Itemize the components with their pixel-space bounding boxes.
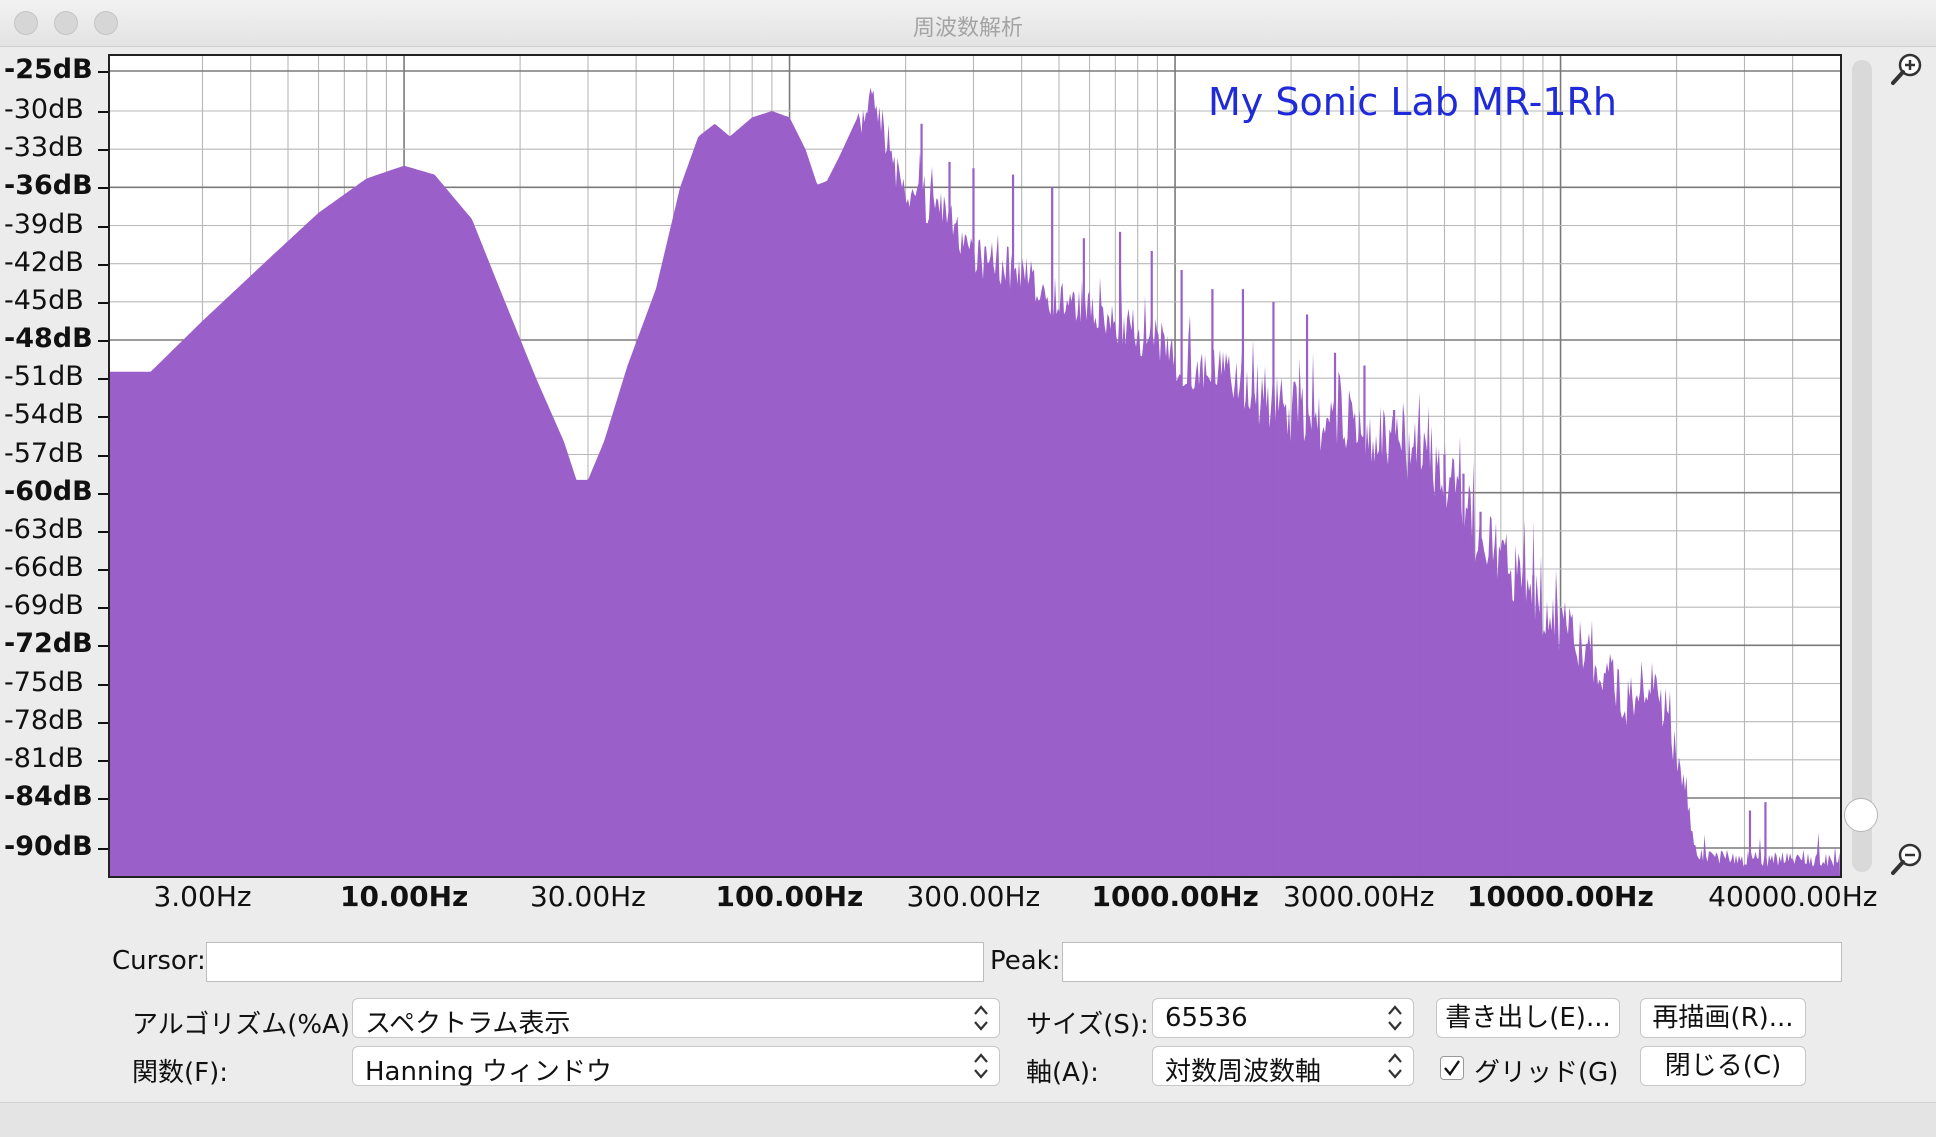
zoom-window-icon[interactable] [94,11,118,35]
window-title: 周波数解析 [912,16,1023,41]
x-tick-label: 100.00Hz [715,880,864,913]
size-value: 65536 [1165,1003,1248,1033]
x-tick-label: 3000.00Hz [1282,880,1435,913]
cursor-label: Cursor: [112,946,206,976]
size-select[interactable]: 65536 [1152,998,1414,1038]
title-bar: 周波数解析 [0,0,1936,47]
y-tick [98,645,108,648]
x-tick-label: 300.00Hz [906,880,1041,913]
spectrum-plot[interactable] [108,54,1842,878]
y-tick [98,416,108,419]
y-tick-label: -25dB [4,54,93,85]
plot-watermark: My Sonic Lab MR-1Rh [1208,80,1618,124]
y-tick-label: -75dB [4,666,84,698]
zoom-slider-thumb[interactable] [1844,798,1878,832]
y-tick [98,848,108,850]
y-tick-label: -84dB [4,781,93,812]
y-tick [98,607,108,610]
zoom-in-icon[interactable] [1890,52,1924,86]
y-tick [98,721,108,724]
spectrum-chart [110,56,1840,876]
peak-field[interactable] [1062,942,1842,982]
y-tick [98,378,108,381]
y-tick [98,340,108,342]
grid-checkbox[interactable] [1440,1056,1464,1080]
y-tick-label: -54dB [4,399,84,431]
size-label: サイズ(S): [1026,1010,1149,1040]
zoom-out-icon[interactable] [1890,842,1924,876]
grid-label[interactable]: グリッド(G) [1474,1058,1619,1088]
chevron-updown-icon [974,1053,988,1079]
y-tick-label: -51dB [4,361,84,393]
chevron-updown-icon [974,1005,988,1031]
y-tick-label: -78dB [4,704,84,736]
close-button[interactable]: 閉じる(C) [1640,1046,1806,1086]
y-tick-label: -42dB [4,246,84,278]
axis-value: 対数周波数軸 [1165,1057,1322,1087]
y-tick-label: -33dB [4,132,84,164]
y-tick [98,492,108,495]
algorithm-select[interactable]: スペクトラム表示 [352,998,1000,1039]
y-tick [98,759,108,762]
algorithm-value: スペクトラム表示 [365,1009,571,1039]
cursor-field[interactable] [206,942,984,982]
x-tick-label: 3.00Hz [153,880,252,913]
status-bar [0,1102,1936,1137]
y-tick [98,683,108,686]
algorithm-label: アルゴリズム(%A): [132,1010,359,1040]
y-tick-label: -45dB [4,284,84,316]
chevron-updown-icon [1388,1053,1402,1079]
x-tick-label: 10000.00Hz [1467,880,1654,913]
y-tick [98,454,108,457]
x-tick-label: 10.00Hz [340,880,469,913]
y-tick-label: -36dB [4,170,93,202]
y-tick-label: -81dB [4,742,84,774]
y-tick [98,111,108,113]
spectrum-area [110,87,1840,876]
function-value: Hanning ウィンドウ [365,1057,612,1087]
y-tick-label: -48dB [4,323,93,354]
y-tick-label: -72dB [4,628,93,660]
y-tick [98,798,108,800]
y-tick [98,263,108,266]
axis-label: 軸(A): [1026,1058,1099,1088]
x-tick-label: 1000.00Hz [1091,880,1259,913]
function-label: 関数(F): [132,1058,229,1088]
y-tick [98,530,108,533]
y-tick [98,301,108,304]
export-button[interactable]: 書き出し(E)... [1436,998,1620,1038]
x-tick-label: 40000.00Hz [1708,880,1878,913]
y-tick [98,71,108,73]
minimize-window-icon[interactable] [54,11,78,35]
axis-select[interactable]: 対数周波数軸 [1152,1046,1414,1087]
chevron-updown-icon [1388,1005,1402,1031]
y-tick [98,225,108,228]
zoom-slider-track[interactable] [1852,60,1872,872]
y-tick-label: -69dB [4,590,84,622]
checkmark-icon [1444,1060,1460,1076]
y-tick [98,149,108,152]
close-window-icon[interactable] [14,11,38,35]
y-tick [98,187,108,190]
function-select[interactable]: Hanning ウィンドウ [352,1046,1000,1087]
y-tick-label: -60dB [4,475,93,507]
y-tick-label: -63dB [4,513,84,545]
y-tick-label: -39dB [4,208,84,240]
y-tick-label: -90dB [4,831,93,862]
x-tick-label: 30.00Hz [529,880,646,913]
y-tick-label: -30dB [4,94,84,125]
replot-button[interactable]: 再描画(R)... [1640,998,1806,1038]
y-tick-label: -66dB [4,552,84,583]
y-tick [98,569,108,571]
y-tick-label: -57dB [4,437,84,469]
peak-label: Peak: [990,946,1061,976]
